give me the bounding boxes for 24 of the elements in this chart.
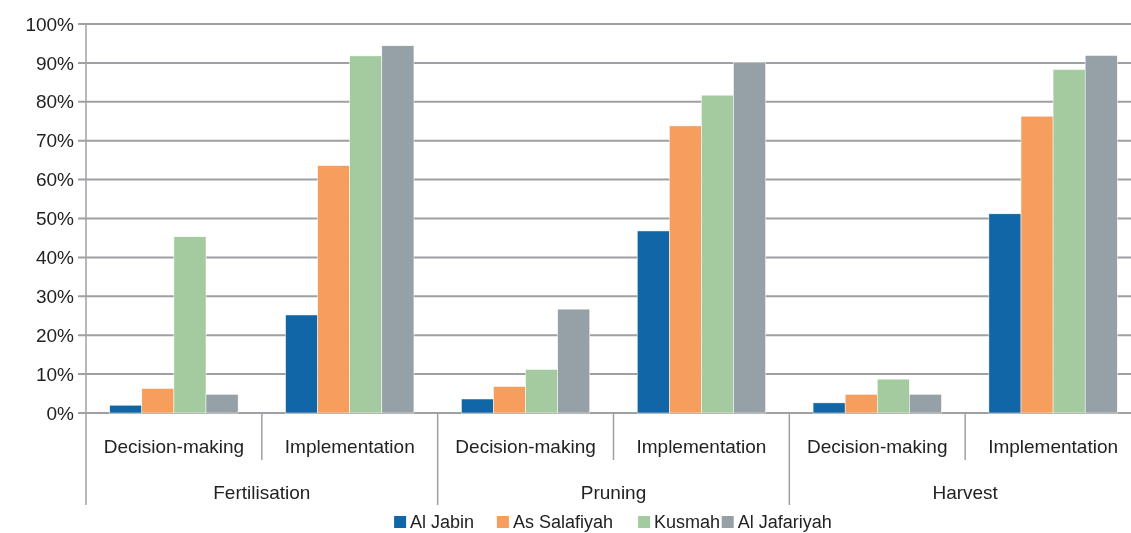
text: Fertilisation <box>213 481 311 503</box>
y-tick-label: 10% <box>35 363 75 385</box>
y-tick-label: 30% <box>35 285 75 307</box>
y-tick-label: 100% <box>25 13 75 35</box>
legend-label: Kusmah <box>654 512 721 533</box>
legend-label: As Salafiyah <box>512 512 613 533</box>
y-tick-label: 70% <box>35 130 75 152</box>
y-tick-label: 50% <box>35 208 75 230</box>
text: Harvest <box>932 481 999 503</box>
text: Pruning <box>580 481 647 503</box>
y-tick-label: 40% <box>35 247 75 269</box>
legend-label: Al Jabin <box>410 512 475 533</box>
x-tick-label: Decision-making <box>455 435 596 457</box>
x-tick-label: Implementation <box>988 435 1119 457</box>
y-tick-label: 90% <box>35 52 75 74</box>
x-tick-label: Implementation <box>636 435 767 457</box>
y-tick-label: 20% <box>35 324 75 346</box>
x-tick-label: Implementation <box>284 435 415 457</box>
y-tick-label: 60% <box>35 169 75 191</box>
y-tick-label: 80% <box>35 91 75 113</box>
y-tick-label: 0% <box>46 402 75 424</box>
x-tick-label: Decision-making <box>807 435 948 457</box>
x-tick-label: Decision-making <box>103 435 245 457</box>
legend-label: Al Jafariyah <box>737 512 832 533</box>
